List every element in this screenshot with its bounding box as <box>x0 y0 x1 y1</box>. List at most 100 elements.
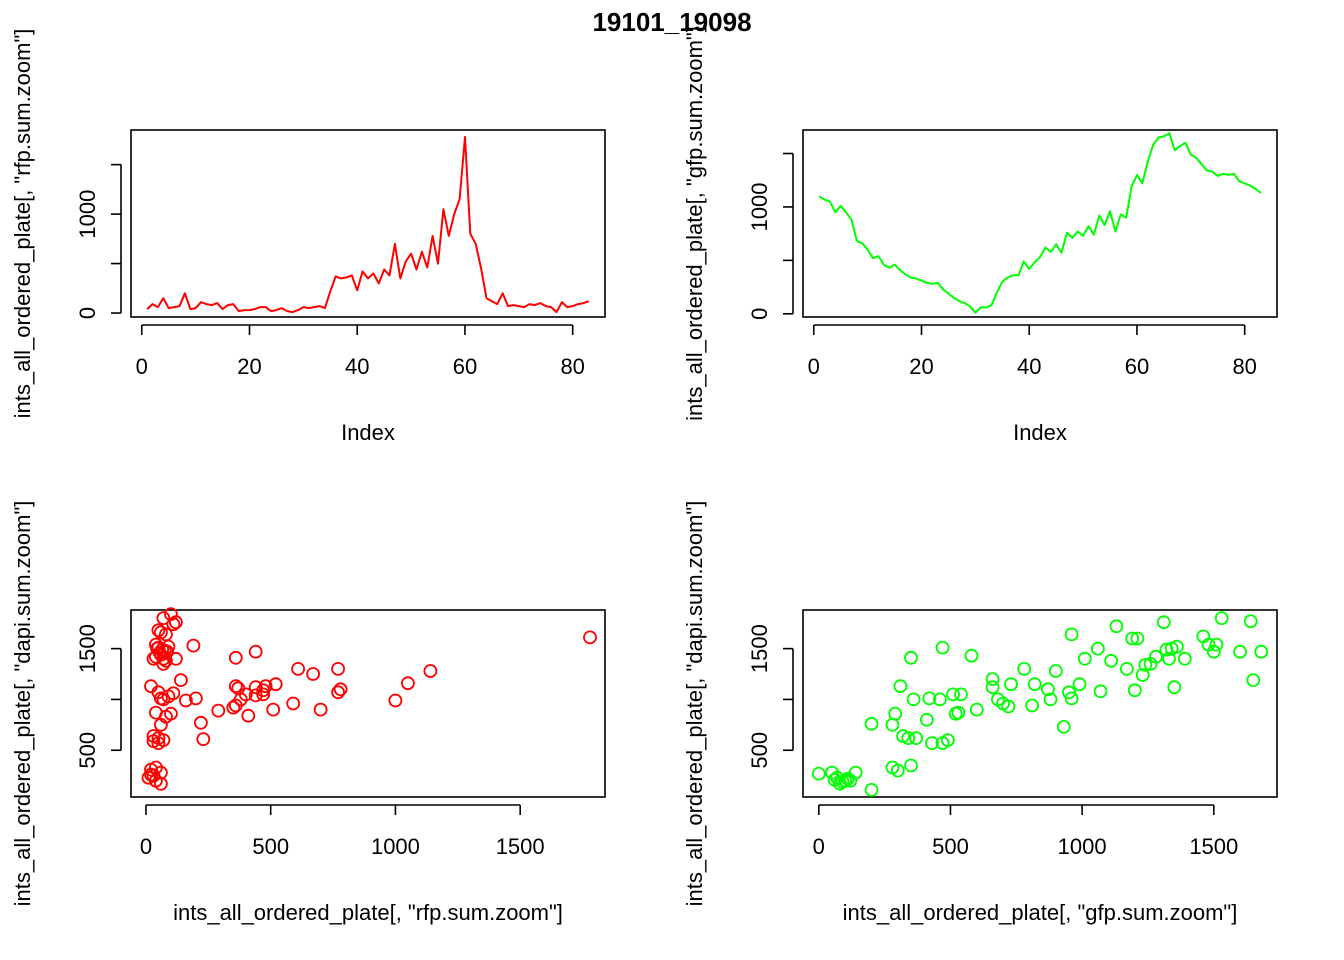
data-point <box>313 702 328 717</box>
data-point <box>1233 644 1247 659</box>
data-point <box>156 657 171 671</box>
data-point <box>919 712 934 727</box>
data-point <box>166 617 181 632</box>
data-point <box>904 758 918 773</box>
y-tick-label: 1000 <box>747 182 772 231</box>
data-point <box>1025 698 1039 713</box>
data-point <box>168 651 183 666</box>
data-point <box>228 650 243 665</box>
data-point <box>1043 692 1058 707</box>
data-point <box>1062 685 1076 700</box>
data-point <box>331 662 346 676</box>
data-point <box>178 693 193 708</box>
x-axis-label: Index <box>341 420 395 445</box>
data-point <box>291 662 306 676</box>
data-point <box>1209 637 1224 652</box>
data-point <box>228 698 243 713</box>
data-point <box>811 766 826 781</box>
x-tick-label: 80 <box>560 354 584 379</box>
x-axis-label: ints_all_ordered_plate[, "gfp.sum.zoom"] <box>843 900 1238 925</box>
data-point <box>901 731 916 745</box>
data-point <box>1206 644 1221 659</box>
data-point <box>158 653 173 668</box>
x-tick-label: 0 <box>140 834 152 859</box>
data-point <box>226 700 241 715</box>
data-point <box>173 673 188 687</box>
x-tick-label: 60 <box>453 354 477 379</box>
x-tick-label: 20 <box>909 354 933 379</box>
x-tick-label: 40 <box>345 354 369 379</box>
data-point <box>161 689 176 704</box>
data-point <box>1001 699 1016 714</box>
data-point <box>1041 682 1055 697</box>
data-point <box>248 644 263 659</box>
data-point <box>1138 658 1153 672</box>
data-point <box>940 733 955 747</box>
data-point <box>1246 673 1261 687</box>
x-axis-label: ints_all_ordered_plate[, "rfp.sum.zoom"] <box>173 900 563 925</box>
data-point <box>1064 691 1079 706</box>
rfp-scatter-panel: 0 500 1000 1500 500 1500 ints_all_ordered_plat… <box>10 501 606 925</box>
data-point <box>231 681 246 696</box>
data-point <box>153 691 168 706</box>
data-point <box>1149 649 1163 664</box>
data-point <box>256 687 271 702</box>
data-point <box>1156 615 1171 630</box>
data-point <box>1135 668 1150 682</box>
data-point <box>306 667 321 681</box>
data-point <box>985 672 1000 686</box>
data-point <box>904 650 918 665</box>
data-point <box>893 679 908 694</box>
data-point <box>156 611 171 625</box>
data-point <box>864 716 879 731</box>
data-point <box>954 687 968 702</box>
data-point <box>1091 641 1105 656</box>
data-point <box>933 692 947 707</box>
data-point <box>848 765 863 780</box>
rfp-line-panel: 0 20 40 60 80 0 1000 Index ints_all_ordered_plat… <box>10 29 606 445</box>
data-point <box>1104 653 1118 668</box>
data-point <box>1048 664 1063 678</box>
data-point <box>922 691 937 706</box>
data-point <box>211 703 226 718</box>
data-point <box>333 682 348 697</box>
plot-frame <box>802 129 1278 318</box>
data-point <box>1170 639 1184 654</box>
data-point <box>1120 662 1134 676</box>
plot-frame <box>130 129 606 318</box>
data-point <box>228 679 243 694</box>
data-point <box>1177 651 1192 666</box>
data-point <box>331 685 346 700</box>
data-point <box>888 706 903 721</box>
data-point <box>248 688 263 703</box>
data-point <box>141 770 156 785</box>
data-point <box>151 736 166 750</box>
data-point <box>890 763 905 778</box>
data-point <box>1214 611 1229 625</box>
data-point <box>935 640 950 655</box>
data-point <box>248 680 263 695</box>
plot-frame <box>130 609 606 798</box>
data-point <box>1072 677 1087 692</box>
data-point <box>151 623 166 638</box>
data-point <box>906 692 921 707</box>
data-point <box>838 773 852 788</box>
data-point <box>1004 677 1018 692</box>
data-point <box>1254 644 1269 659</box>
y-axis-label: ints_all_ordered_plate[, "rfp.sum.zoom"] <box>10 29 35 419</box>
data-point <box>268 677 283 692</box>
x-tick-label: 0 <box>813 834 825 859</box>
x-tick-label: 1000 <box>1058 834 1107 859</box>
x-tick-label: 0 <box>136 354 148 379</box>
data-point <box>909 731 924 745</box>
x-tick-label: 60 <box>1125 354 1149 379</box>
x-tick-label: 1500 <box>1189 834 1238 859</box>
gfp-line-panel: 0 20 40 60 80 0 1000 Index ints_all_ordered_plat… <box>682 26 1278 445</box>
data-point <box>925 736 939 750</box>
data-point <box>153 776 168 791</box>
data-point <box>196 732 211 746</box>
data-point <box>1162 651 1176 666</box>
data-point <box>241 708 256 723</box>
x-tick-label: 0 <box>808 354 820 379</box>
data-point <box>1077 651 1092 666</box>
